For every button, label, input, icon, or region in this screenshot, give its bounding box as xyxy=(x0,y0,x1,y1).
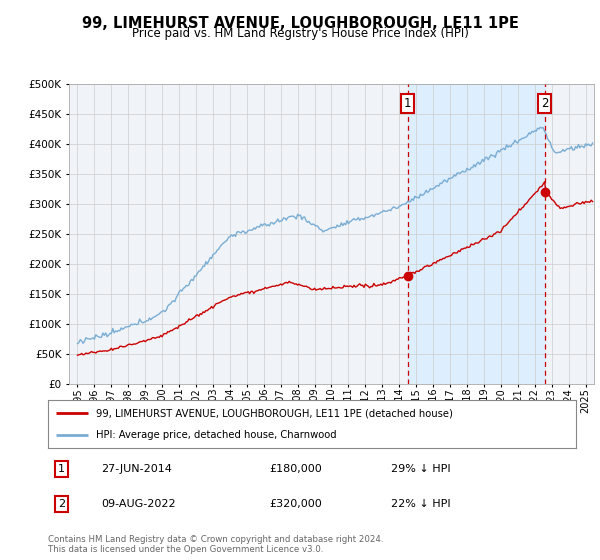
Text: £180,000: £180,000 xyxy=(270,464,323,474)
Text: 1: 1 xyxy=(404,97,412,110)
Text: Contains HM Land Registry data © Crown copyright and database right 2024.
This d: Contains HM Land Registry data © Crown c… xyxy=(48,535,383,554)
Text: 27-JUN-2014: 27-JUN-2014 xyxy=(101,464,172,474)
Text: HPI: Average price, detached house, Charnwood: HPI: Average price, detached house, Char… xyxy=(95,430,336,440)
Bar xyxy=(408,84,545,384)
Text: 2: 2 xyxy=(541,97,548,110)
Text: Price paid vs. HM Land Registry's House Price Index (HPI): Price paid vs. HM Land Registry's House … xyxy=(131,27,469,40)
Text: 29% ↓ HPI: 29% ↓ HPI xyxy=(391,464,451,474)
Text: 99, LIMEHURST AVENUE, LOUGHBOROUGH, LE11 1PE (detached house): 99, LIMEHURST AVENUE, LOUGHBOROUGH, LE11… xyxy=(95,408,452,418)
Text: 2: 2 xyxy=(58,499,65,509)
Text: 22% ↓ HPI: 22% ↓ HPI xyxy=(391,499,451,509)
Text: £320,000: £320,000 xyxy=(270,499,323,509)
Text: 99, LIMEHURST AVENUE, LOUGHBOROUGH, LE11 1PE: 99, LIMEHURST AVENUE, LOUGHBOROUGH, LE11… xyxy=(82,16,518,31)
Text: 09-AUG-2022: 09-AUG-2022 xyxy=(101,499,175,509)
Text: 1: 1 xyxy=(58,464,65,474)
